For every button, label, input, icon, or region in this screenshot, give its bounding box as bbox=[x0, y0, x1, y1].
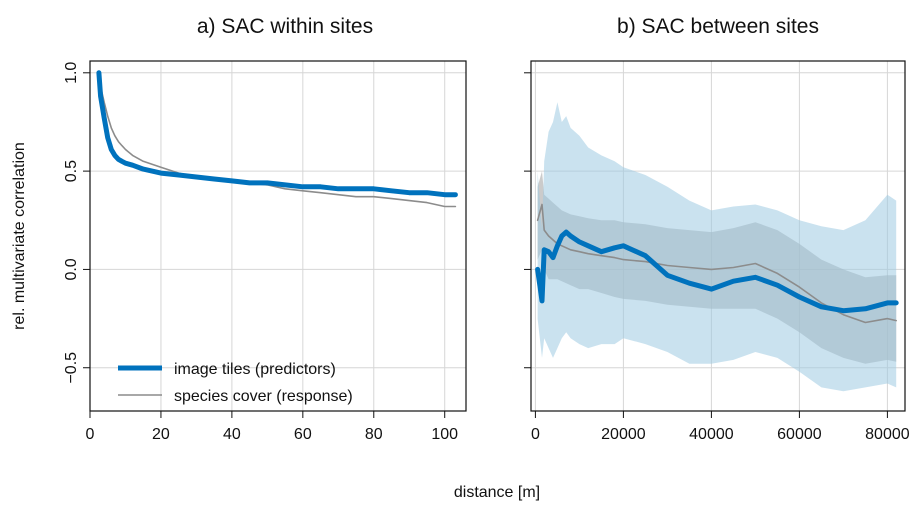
panel-b-series bbox=[535, 102, 899, 392]
x-axis-title: distance [m] bbox=[454, 484, 540, 501]
x-tick-label: 40 bbox=[223, 426, 241, 443]
series-group bbox=[535, 102, 899, 392]
y-tick-label: 0.0 bbox=[63, 258, 80, 280]
x-tick-label: 60 bbox=[294, 426, 312, 443]
panel-a-frame bbox=[89, 60, 467, 412]
panel-b-x-axis: 0 20000 40000 60000 80000 bbox=[531, 411, 910, 443]
x-tick-label: 0 bbox=[531, 426, 540, 443]
x-tick-label: 100 bbox=[431, 426, 458, 443]
panel-a-x-axis: 0 20 40 60 80 100 bbox=[86, 411, 458, 443]
series-group bbox=[96, 70, 458, 208]
legend-label-image-tiles: image tiles (predictors) bbox=[174, 361, 336, 378]
x-tick-label: 0 bbox=[86, 426, 95, 443]
y-axis-title: rel. multivariate correlation bbox=[11, 142, 28, 330]
x-tick-label: 20000 bbox=[601, 426, 646, 443]
y-tick-label: −0.5 bbox=[63, 352, 80, 384]
series-line-image-tiles bbox=[96, 70, 458, 198]
x-tick-label: 80000 bbox=[865, 426, 910, 443]
panel-a-title: a) SAC within sites bbox=[197, 15, 373, 38]
series-line-image-tiles bbox=[535, 229, 899, 314]
x-tick-label: 60000 bbox=[777, 426, 822, 443]
y-tick-label: 1.0 bbox=[63, 62, 80, 84]
y-tick-label: 0.5 bbox=[63, 160, 80, 182]
panel-b-frame bbox=[530, 60, 906, 412]
legend-label-species-cover: species cover (response) bbox=[174, 388, 353, 405]
band-image-tiles bbox=[537, 102, 897, 392]
x-tick-label: 40000 bbox=[689, 426, 734, 443]
series-line-species-cover bbox=[536, 203, 897, 324]
panel-a: a) SAC within sites 0 20 40 60 80 100 1.0 0.5 0… bbox=[11, 15, 467, 443]
panel-b-y-axis bbox=[524, 72, 531, 369]
panel-a-y-axis: 1.0 0.5 0.0 −0.5 bbox=[63, 62, 90, 384]
x-tick-label: 80 bbox=[365, 426, 383, 443]
panel-b-title: b) SAC between sites bbox=[617, 15, 819, 38]
x-tick-label: 20 bbox=[152, 426, 170, 443]
legend: image tiles (predictors) species cover (… bbox=[118, 361, 353, 405]
panel-b: b) SAC between sites 0 20000 40000 60000 800… bbox=[524, 15, 910, 443]
panel-a-series bbox=[96, 70, 458, 208]
panel-a-grid bbox=[89, 61, 466, 411]
